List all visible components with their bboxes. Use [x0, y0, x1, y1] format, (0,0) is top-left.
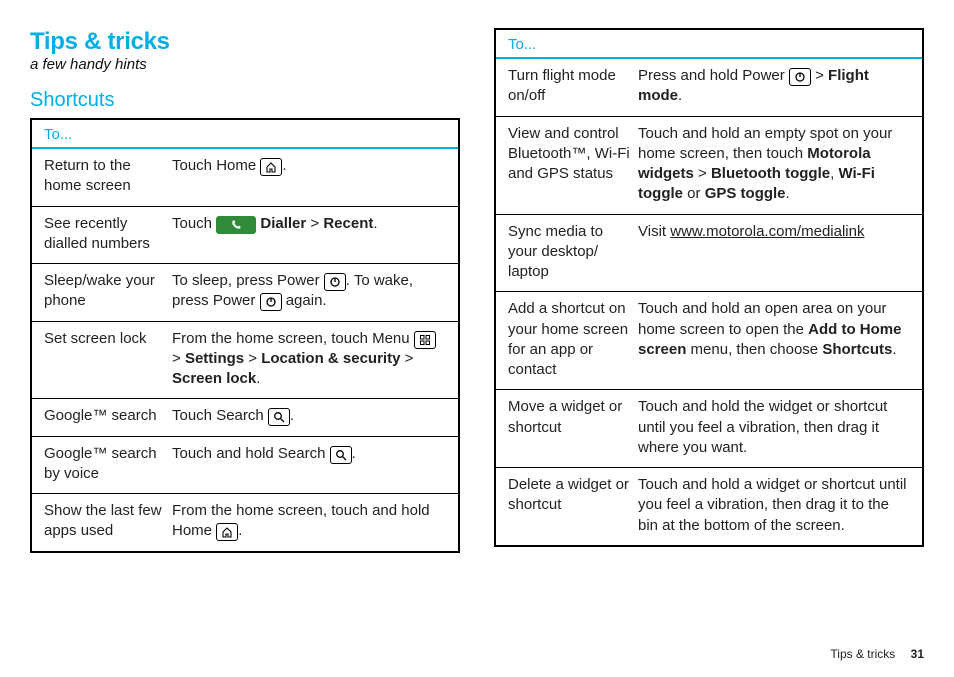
row-task: Sync media to your desktop/ laptop — [508, 222, 638, 283]
row-instruction: Touch Dialler > Recent. — [172, 214, 446, 255]
row-task: View and control Bluetooth™, Wi-Fi and G… — [508, 124, 638, 205]
page-header: Tips & tricks a few handy hints — [30, 28, 460, 73]
table-header: To... — [496, 30, 922, 59]
page-subtitle: a few handy hints — [30, 56, 460, 73]
bold-text: GPS toggle — [705, 185, 786, 202]
home-icon — [216, 523, 238, 541]
table-row: Show the last few apps usedFrom the home… — [32, 493, 458, 551]
link-text[interactable]: www.motorola.com/medialink — [670, 223, 864, 240]
row-task: Add a shortcut on your home screen for a… — [508, 299, 638, 380]
row-task: Google™ search by voice — [44, 444, 172, 485]
bold-text: Recent — [323, 215, 373, 232]
table-body-right: Turn flight mode on/offPress and hold Po… — [496, 59, 922, 545]
dialler-icon — [216, 216, 256, 234]
table-row: Sync media to your desktop/ laptopVisit … — [496, 214, 922, 292]
table-row: Move a widget or shortcutTouch and hold … — [496, 389, 922, 467]
table-row: Set screen lockFrom the home screen, tou… — [32, 321, 458, 399]
section-heading-shortcuts: Shortcuts — [30, 89, 460, 112]
table-row: Google™ search by voiceTouch and hold Se… — [32, 436, 458, 494]
table-row: Turn flight mode on/offPress and hold Po… — [496, 59, 922, 116]
row-task: Delete a widget or shortcut — [508, 475, 638, 536]
table-row: See recently dialled numbersTouch Dialle… — [32, 206, 458, 264]
page: Tips & tricks a few handy hints Shortcut… — [0, 0, 954, 677]
row-task: Turn flight mode on/off — [508, 66, 638, 107]
table-row: Delete a widget or shortcutTouch and hol… — [496, 467, 922, 545]
row-task: Show the last few apps used — [44, 501, 172, 542]
bold-text: Location & security — [261, 350, 400, 367]
search-icon — [330, 446, 352, 464]
left-column: Tips & tricks a few handy hints Shortcut… — [30, 28, 460, 553]
bold-text: Flight mode — [638, 67, 869, 104]
table-body-left: Return to the home screenTouch Home .See… — [32, 149, 458, 551]
row-instruction: Touch and hold Search . — [172, 444, 446, 485]
table-row: Google™ searchTouch Search . — [32, 398, 458, 435]
row-task: Return to the home screen — [44, 156, 172, 197]
search-icon — [268, 408, 290, 426]
row-instruction: Touch and hold an open area on your home… — [638, 299, 910, 380]
table-row: Add a shortcut on your home screen for a… — [496, 291, 922, 389]
shortcuts-table-left: To... Return to the home screenTouch Hom… — [30, 118, 460, 553]
two-column-layout: Tips & tricks a few handy hints Shortcut… — [30, 28, 924, 553]
table-header: To... — [32, 120, 458, 149]
power-icon — [260, 293, 282, 311]
page-title: Tips & tricks — [30, 28, 460, 56]
footer-label: Tips & tricks — [830, 647, 895, 661]
power-icon — [789, 68, 811, 86]
bold-text: Bluetooth toggle — [711, 165, 830, 182]
row-instruction: Touch and hold a widget or shortcut unti… — [638, 475, 910, 536]
bold-text: Screen lock — [172, 370, 256, 387]
bold-text: Settings — [185, 350, 244, 367]
row-instruction: Touch and hold the widget or shortcut un… — [638, 397, 910, 458]
bold-text: Dialler — [260, 215, 306, 232]
page-number: 31 — [911, 647, 924, 661]
row-instruction: Touch Search . — [172, 406, 446, 426]
row-task: Set screen lock — [44, 329, 172, 390]
shortcuts-table-right: To... Turn flight mode on/offPress and h… — [494, 28, 924, 547]
row-task: Sleep/wake your phone — [44, 271, 172, 312]
row-task: Google™ search — [44, 406, 172, 426]
row-instruction: Press and hold Power > Flight mode. — [638, 66, 910, 107]
bold-text: Shortcuts — [822, 341, 892, 358]
home-icon — [260, 158, 282, 176]
row-instruction: To sleep, press Power . To wake, press P… — [172, 271, 446, 312]
row-task: Move a widget or shortcut — [508, 397, 638, 458]
right-column: To... Turn flight mode on/offPress and h… — [494, 28, 924, 547]
row-instruction: From the home screen, touch and hold Hom… — [172, 501, 446, 542]
row-instruction: Touch and hold an empty spot on your hom… — [638, 124, 910, 205]
table-row: Return to the home screenTouch Home . — [32, 149, 458, 206]
power-icon — [324, 273, 346, 291]
menu-icon — [414, 331, 436, 349]
table-row: Sleep/wake your phoneTo sleep, press Pow… — [32, 263, 458, 321]
row-instruction: Visit www.motorola.com/medialink — [638, 222, 910, 283]
page-footer: Tips & tricks 31 — [830, 647, 924, 661]
row-instruction: Touch Home . — [172, 156, 446, 197]
row-task: See recently dialled numbers — [44, 214, 172, 255]
row-instruction: From the home screen, touch Menu > Setti… — [172, 329, 446, 390]
table-row: View and control Bluetooth™, Wi-Fi and G… — [496, 116, 922, 214]
